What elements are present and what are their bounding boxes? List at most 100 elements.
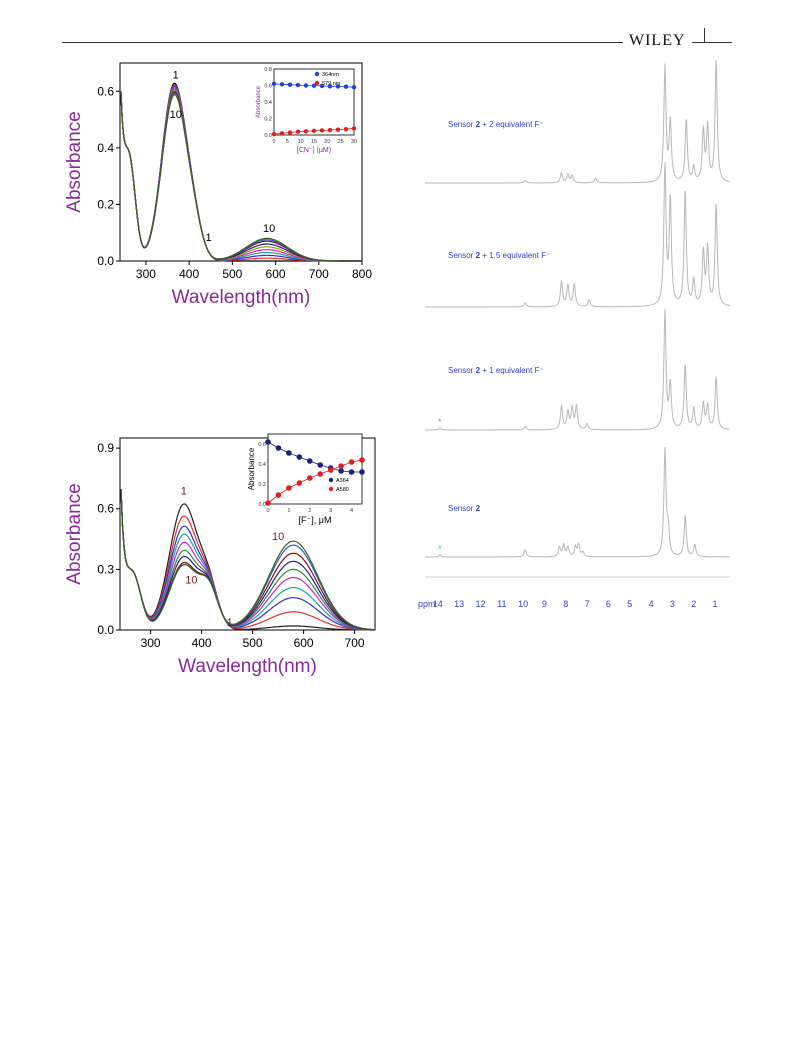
- inset-point: [351, 126, 357, 131]
- inset-x-axis-label: [F⁻], μM: [299, 515, 332, 525]
- nmr-tick-label: 13: [454, 599, 464, 609]
- spectrum-line-2: [120, 489, 375, 631]
- y-tick-label: 0.3: [97, 562, 114, 576]
- inset-x-tick-label: 5: [286, 139, 289, 145]
- inset-point: [348, 459, 355, 465]
- inset-x-tick-label: 20: [324, 139, 330, 145]
- spectrum-line-4: [120, 489, 375, 631]
- x-axis-label: Wavelength(nm): [172, 287, 311, 308]
- nmr-marker: *: [438, 417, 442, 427]
- nmr-stack-chart: Sensor 2 + 2 equivalent F⁻ Sensor 2 + 1.5…: [418, 60, 731, 609]
- inset-point: [359, 469, 365, 475]
- inset-point: [275, 445, 282, 451]
- nmr-tick-label: 12: [475, 599, 485, 609]
- inset-point: [279, 82, 285, 87]
- series-number-label: 10: [185, 575, 197, 587]
- inset-line-1: [267, 441, 362, 473]
- header-rule: [62, 42, 732, 43]
- x-tick-label: 600: [294, 636, 314, 650]
- inset-point: [303, 129, 309, 134]
- inset-point: [317, 471, 324, 477]
- inset-legend-label: 579 nm: [322, 81, 341, 87]
- x-tick-label: 400: [179, 267, 199, 281]
- inset-point: [319, 83, 325, 89]
- nmr-tick-label: 7: [585, 599, 590, 609]
- inset-legend-label: A580: [336, 487, 349, 493]
- inset-point: [271, 81, 277, 87]
- inset-y-axis-label: Absorbance: [247, 447, 256, 490]
- y-tick-label: 0.0: [97, 254, 114, 268]
- publisher-logo: WILEY: [623, 32, 692, 50]
- x-tick-label: 300: [136, 267, 156, 281]
- spectrum-line-3: [120, 489, 376, 631]
- inset-x-tick-label: 1: [287, 508, 290, 514]
- inset-legend-marker: [314, 80, 320, 86]
- uv-vis-cyanide-chart: 300 400 500 600 700 8000.00.20.40.6Wavelength…: [64, 62, 372, 308]
- inset-point: [287, 82, 293, 87]
- inset-point: [343, 127, 349, 132]
- inset-frame: [267, 433, 363, 505]
- series-number-label: 10: [170, 109, 182, 121]
- nmr-tick-label: 2: [691, 599, 696, 609]
- nmr-marker: *: [438, 544, 442, 554]
- y-tick-label: 0.2: [97, 197, 114, 211]
- inset-point: [348, 469, 355, 475]
- inset-point: [296, 454, 303, 460]
- nmr-tick-label: 4: [649, 599, 654, 609]
- inset-y-tick-label: 0.8: [264, 67, 272, 73]
- inset-point: [279, 131, 285, 136]
- inset-x-tick-label: 25: [338, 139, 344, 145]
- plot-frame: [119, 437, 376, 631]
- inset-point: [303, 83, 309, 88]
- nmr-spectrum-label: Sensor 2 + 2 equivalent F⁻: [448, 120, 544, 129]
- x-tick-label: 500: [243, 636, 263, 650]
- spectrum-line-1: [120, 489, 375, 631]
- inset-point: [327, 84, 333, 89]
- y-tick-label: 0.6: [97, 502, 114, 516]
- nmr-spectrum-label: Sensor 2: [448, 504, 481, 513]
- x-tick-label: 800: [352, 267, 372, 281]
- nmr-axis-label: ppm: [418, 599, 436, 609]
- inset-y-tick-label: 0.6: [264, 84, 272, 90]
- inset-legend-marker: [314, 71, 320, 77]
- inset-x-tick-label: 3: [329, 508, 332, 514]
- inset-y-tick-label: 0.2: [258, 482, 266, 488]
- inset-y-tick-label: 0.0: [258, 502, 266, 508]
- inset-point: [359, 457, 365, 463]
- inset-point: [286, 450, 292, 456]
- inset-point: [343, 84, 349, 89]
- nmr-spectrum-label: Sensor 2 + 1 equivalent F⁻: [448, 366, 544, 375]
- series-number-label: 1: [227, 617, 233, 629]
- x-tick-label: 300: [141, 636, 161, 650]
- x-tick-label: 700: [345, 636, 365, 650]
- x-tick-label: 500: [222, 267, 242, 281]
- inset-point: [338, 468, 344, 474]
- spectrum-line-10: [120, 91, 362, 262]
- series-number-label: 1: [181, 486, 187, 498]
- x-tick-label: 600: [266, 267, 286, 281]
- inset-y-axis-label: Absorbance: [256, 85, 262, 118]
- nmr-tick-label: 11: [497, 599, 506, 609]
- inset-x-tick-label: 0: [272, 139, 275, 145]
- inset-x-axis-label: [CN⁻] (μM): [297, 147, 331, 154]
- inset-x-tick-label: 4: [350, 508, 353, 514]
- inset-x-tick-label: 15: [311, 139, 317, 145]
- inset-line-2: [267, 459, 363, 504]
- inset-point: [327, 467, 334, 473]
- inset-legend-marker: [328, 477, 334, 483]
- inset-point: [296, 480, 303, 486]
- inset-point: [271, 131, 277, 137]
- x-axis-label: Wavelength(nm): [178, 656, 317, 677]
- inset-point: [286, 485, 292, 491]
- nmr-spectrum-1: [425, 60, 731, 184]
- nmr-spectrum-label: Sensor 2 + 1.5 equivalent F⁻: [448, 251, 550, 260]
- inset-x-tick-label: 2: [308, 508, 311, 514]
- inset-x-tick-label: 30: [351, 139, 357, 145]
- inset-point: [317, 462, 324, 468]
- spectrum-line-7: [120, 489, 375, 631]
- inset-y-tick-label: 0.4: [258, 462, 266, 468]
- series-number-label: 1: [173, 70, 179, 82]
- inset-point: [351, 84, 357, 90]
- inset-point: [295, 129, 301, 134]
- nmr-tick-label: 14: [433, 599, 443, 609]
